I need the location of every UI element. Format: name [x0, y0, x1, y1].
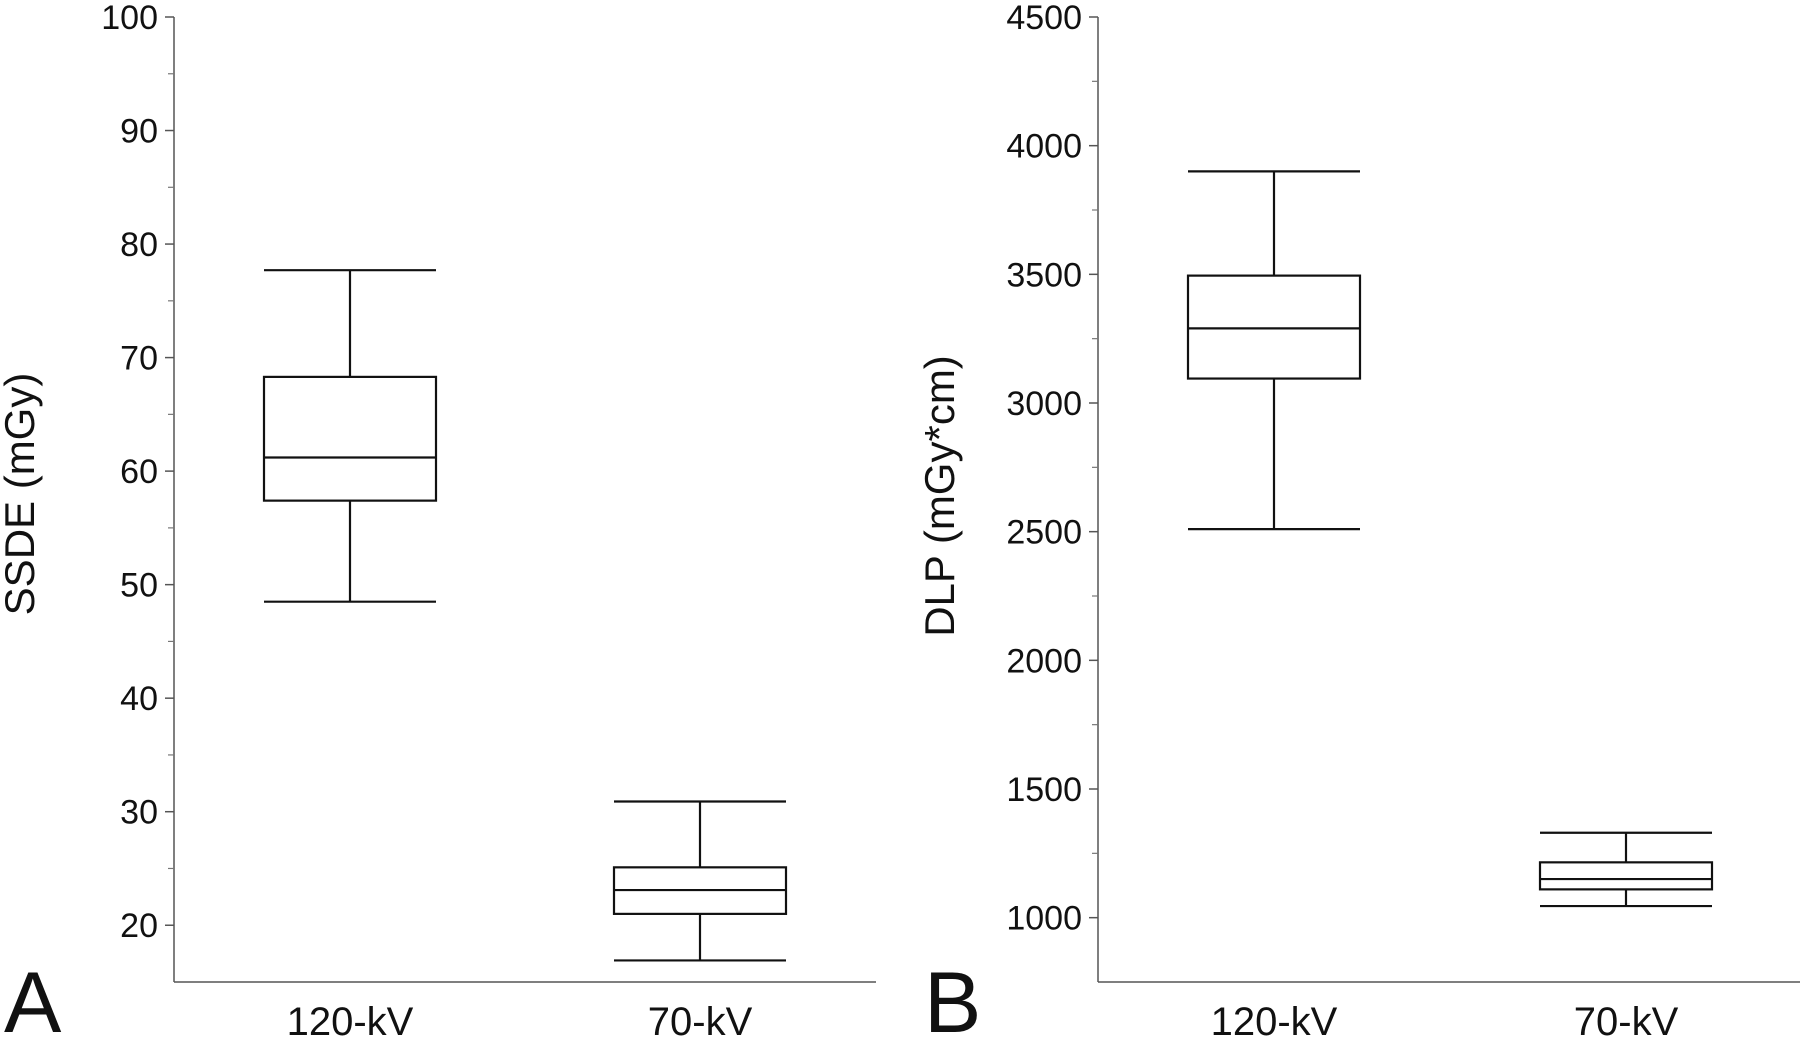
box-70-kv [612, 800, 788, 962]
box-70-kv [1538, 831, 1714, 908]
y-tick-label: 3500 [1006, 256, 1082, 294]
panel-a-y-axis-title: SSDE (mGy) [0, 373, 43, 616]
y-tick-label: 2500 [1006, 514, 1082, 552]
y-tick-label: 30 [120, 794, 158, 832]
panel-a-label: A [4, 955, 62, 1045]
panel-b-y-axis-title: DLP (mGy*cm) [916, 355, 963, 637]
panel-a-y-axis: 20 30 40 50 60 70 80 90 100 [101, 0, 175, 982]
box-120-kv [1186, 170, 1362, 531]
panel-a-chart: A SSDE (mGy) 20 30 40 50 60 70 80 90 100 120-kV 7… [0, 0, 876, 1045]
y-tick-label: 60 [120, 453, 158, 491]
y-tick-label: 100 [101, 0, 158, 37]
panel-b-boxes [1186, 170, 1714, 908]
panel-b-label: B [924, 955, 981, 1045]
interquartile-box [1186, 274, 1362, 380]
y-tick-label: 80 [120, 226, 158, 264]
y-tick-label: 4500 [1006, 0, 1082, 37]
box-120-kv [262, 269, 438, 603]
y-tick-label: 2000 [1006, 642, 1082, 680]
panel-b-x-axis: 120-kV 70-kV [1098, 981, 1800, 1044]
panel-a-x-axis: 120-kV 70-kV [174, 981, 876, 1044]
y-tick-label: 70 [120, 340, 158, 378]
y-tick-label: 1500 [1006, 771, 1082, 809]
x-category-label: 120-kV [287, 1000, 414, 1044]
y-tick-label: 50 [120, 567, 158, 605]
x-category-label: 70-kV [1574, 1000, 1679, 1044]
y-tick-label: 4000 [1006, 128, 1082, 166]
panel-b-y-axis: 1000 1500 2000 2500 3000 3500 4000 4500 [1006, 0, 1099, 982]
interquartile-box [1538, 861, 1714, 891]
y-tick-label: 20 [120, 907, 158, 945]
y-tick-label: 90 [120, 113, 158, 151]
y-tick-label: 40 [120, 680, 158, 718]
x-category-label: 120-kV [1211, 1000, 1338, 1044]
x-category-label: 70-kV [648, 1000, 753, 1044]
y-tick-label: 3000 [1006, 385, 1082, 423]
y-tick-label: 1000 [1006, 900, 1082, 938]
interquartile-box [262, 375, 438, 502]
panel-a-boxes [262, 269, 788, 962]
panel-b-chart: B DLP (mGy*cm) 1000 1500 2000 2500 3000 3500 4… [916, 0, 1800, 1045]
